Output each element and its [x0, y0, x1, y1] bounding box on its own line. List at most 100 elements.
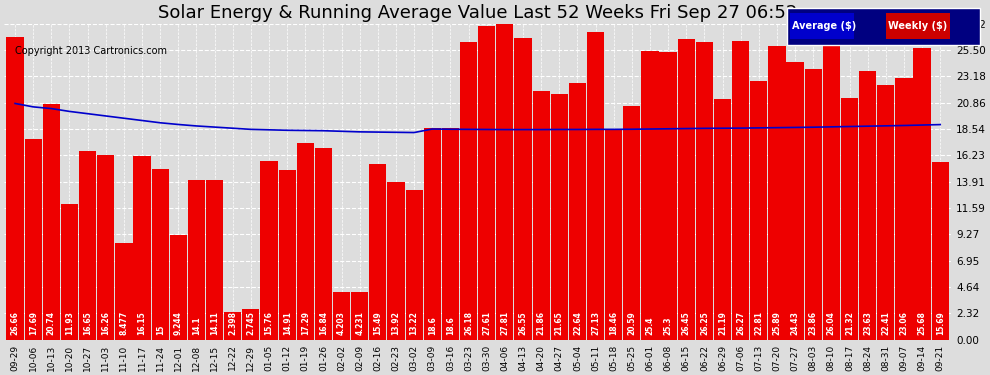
Text: 20.59: 20.59: [628, 311, 637, 335]
Text: 26.04: 26.04: [827, 311, 836, 335]
Text: 27.13: 27.13: [591, 311, 600, 335]
Text: 16.26: 16.26: [101, 311, 110, 335]
Bar: [569, 82, 586, 340]
Text: 16.84: 16.84: [319, 311, 328, 335]
Text: 26.25: 26.25: [700, 311, 709, 335]
Text: 2.745: 2.745: [247, 311, 255, 335]
Text: Average ($): Average ($): [792, 21, 856, 31]
Bar: [115, 243, 133, 340]
Text: 24.43: 24.43: [791, 311, 800, 335]
Text: 25.68: 25.68: [918, 311, 927, 335]
Bar: [243, 309, 259, 340]
Bar: [659, 53, 677, 340]
Bar: [442, 129, 459, 340]
Bar: [677, 39, 695, 340]
Bar: [43, 104, 60, 340]
Bar: [914, 48, 931, 340]
Text: 11.93: 11.93: [65, 311, 74, 335]
Text: 22.81: 22.81: [754, 311, 763, 335]
Text: 15.76: 15.76: [264, 311, 273, 335]
Bar: [515, 38, 532, 340]
Text: 18.46: 18.46: [609, 311, 618, 335]
Bar: [460, 42, 477, 340]
Text: 27.61: 27.61: [482, 311, 491, 335]
Text: 26.18: 26.18: [464, 311, 473, 335]
Bar: [786, 62, 804, 340]
Text: 13.22: 13.22: [410, 311, 419, 335]
Text: 26.27: 26.27: [737, 311, 745, 335]
Bar: [478, 26, 495, 340]
Text: 26.55: 26.55: [519, 312, 528, 335]
Bar: [369, 164, 386, 340]
Text: 17.29: 17.29: [301, 311, 310, 335]
Text: 27.81: 27.81: [500, 311, 509, 335]
Text: 15.49: 15.49: [373, 311, 382, 335]
Bar: [188, 180, 205, 340]
Bar: [932, 162, 948, 340]
Bar: [60, 204, 78, 340]
Text: 25.89: 25.89: [772, 311, 781, 335]
Text: 26.45: 26.45: [682, 311, 691, 335]
Text: 14.1: 14.1: [192, 316, 201, 335]
Bar: [550, 94, 568, 340]
Bar: [642, 51, 658, 340]
Text: 18.6: 18.6: [446, 316, 455, 335]
Bar: [351, 292, 368, 340]
Text: Weekly ($): Weekly ($): [888, 21, 947, 31]
Text: 4.203: 4.203: [337, 311, 346, 335]
Bar: [315, 148, 332, 340]
Text: 26.66: 26.66: [11, 311, 20, 335]
Text: 25.3: 25.3: [663, 316, 672, 335]
Bar: [696, 42, 713, 340]
Text: 15: 15: [155, 325, 164, 335]
Bar: [714, 99, 732, 340]
Text: 16.15: 16.15: [138, 311, 147, 335]
Bar: [387, 182, 405, 340]
Text: 16.65: 16.65: [83, 311, 92, 335]
Bar: [859, 71, 876, 340]
Bar: [278, 170, 296, 340]
Title: Solar Energy & Running Average Value Last 52 Weeks Fri Sep 27 06:52: Solar Energy & Running Average Value Las…: [158, 4, 797, 22]
Text: 2.398: 2.398: [229, 311, 238, 335]
Bar: [6, 37, 24, 340]
Bar: [605, 130, 623, 340]
Text: 20.74: 20.74: [47, 311, 55, 335]
Bar: [424, 129, 441, 340]
Bar: [895, 78, 913, 340]
Bar: [79, 151, 96, 340]
Text: 21.32: 21.32: [845, 311, 854, 335]
Text: 22.64: 22.64: [573, 311, 582, 335]
Text: 23.63: 23.63: [863, 311, 872, 335]
Bar: [169, 235, 187, 340]
Text: 21.19: 21.19: [718, 311, 727, 335]
Text: 13.92: 13.92: [391, 311, 401, 335]
Bar: [841, 98, 858, 340]
Bar: [297, 143, 314, 340]
Text: 25.4: 25.4: [645, 316, 654, 335]
Text: 23.86: 23.86: [809, 311, 818, 335]
Bar: [151, 170, 168, 340]
Bar: [587, 32, 604, 340]
Bar: [624, 106, 641, 340]
Text: 8.477: 8.477: [120, 311, 129, 335]
Text: 14.91: 14.91: [283, 311, 292, 335]
Text: 4.231: 4.231: [355, 311, 364, 335]
Bar: [97, 155, 115, 340]
Text: 17.69: 17.69: [29, 311, 38, 335]
Text: 23.06: 23.06: [900, 311, 909, 335]
Text: 18.6: 18.6: [428, 316, 437, 335]
Bar: [406, 189, 423, 340]
Text: 21.65: 21.65: [554, 311, 563, 335]
Bar: [768, 46, 786, 340]
Bar: [750, 81, 767, 340]
Text: 15.69: 15.69: [936, 311, 944, 335]
Bar: [823, 44, 840, 340]
Text: 22.41: 22.41: [881, 311, 890, 335]
Bar: [206, 180, 223, 340]
Text: 14.11: 14.11: [210, 311, 219, 335]
Bar: [877, 85, 894, 340]
Bar: [260, 161, 277, 340]
Bar: [533, 92, 549, 340]
Bar: [134, 156, 150, 340]
Bar: [224, 312, 242, 340]
